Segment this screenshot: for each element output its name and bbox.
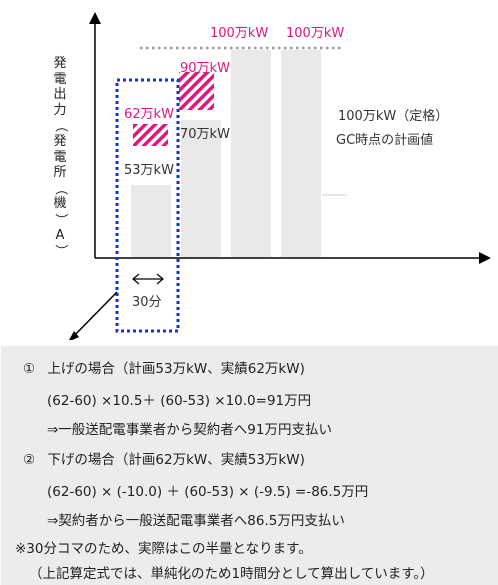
- generation-output-diagram: [68, 12, 491, 340]
- legend-gc: GC時点の計画値: [336, 133, 434, 148]
- case2-title: ② 下げの場合（計画62万kW、実績53万kW): [23, 452, 305, 468]
- y-axis-label-char: ）: [52, 244, 68, 258]
- label-53: 53万kW: [124, 163, 174, 178]
- y-axis-label-char: 機: [53, 196, 67, 212]
- legend-rated: 100万kW（定格）: [338, 109, 449, 124]
- case1-number: ①: [23, 361, 36, 377]
- y-axis-label-char: A: [55, 227, 65, 243]
- top-label-1: 100万kW: [210, 26, 269, 41]
- y-axis-label-char: 所: [53, 165, 67, 181]
- y-axis-label-char: （: [52, 182, 68, 196]
- bar-1: [131, 185, 171, 257]
- note-2: （上記算定式では、単純化のため1時間分として算出しています。）: [29, 566, 434, 582]
- y-axis-label-char: 発: [53, 133, 67, 149]
- case1-result: ⇒一般送配電事業者から契約者へ91万円支払い: [47, 422, 332, 438]
- case2-number: ②: [23, 452, 36, 468]
- bar-2: [181, 120, 221, 257]
- label-62: 62万kW: [124, 107, 174, 122]
- thirty-minute-frame: [115, 78, 180, 333]
- case2-result: ⇒契約者から一般送配電事業者へ86.5万円支払い: [47, 513, 345, 529]
- top-label-2: 100万kW: [286, 26, 345, 41]
- note-1: ※30分コマのため、実際はこの半量となります。: [15, 541, 312, 557]
- y-axis-label-char: 発: [53, 56, 67, 71]
- bar-3: [231, 50, 271, 257]
- y-axis-label: 発電出力（発電所（機） A）: [50, 56, 70, 259]
- label-90: 90万kW: [180, 61, 230, 76]
- y-axis-label-char: 電: [53, 71, 67, 87]
- y-axis-label-char: 力: [53, 102, 67, 118]
- y-axis-label-char: 電: [53, 149, 67, 165]
- case1-title: ① 上げの場合（計画53万kW、実績62万kW): [23, 361, 305, 377]
- y-axis-label-char: ）: [52, 213, 68, 227]
- bar-4: [281, 50, 321, 257]
- case2-formula: (62-60) × (-10.0) ＋ (60-53) × (-9.5) =-8…: [47, 484, 369, 500]
- case1-formula: (62-60) ×10.5＋ (60-53) ×10.0=91万円: [47, 393, 312, 409]
- interval-label: 30分: [132, 295, 162, 310]
- y-axis-label-char: 出: [53, 87, 67, 103]
- hatch-62-53: [133, 124, 168, 146]
- explanation-panel: ① 上げの場合（計画53万kW、実績62万kW) (62-60) ×10.5＋ …: [1, 346, 498, 585]
- hatch-90-70: [179, 72, 214, 110]
- y-axis-label-char: （: [52, 119, 68, 133]
- label-70: 70万kW: [180, 127, 230, 142]
